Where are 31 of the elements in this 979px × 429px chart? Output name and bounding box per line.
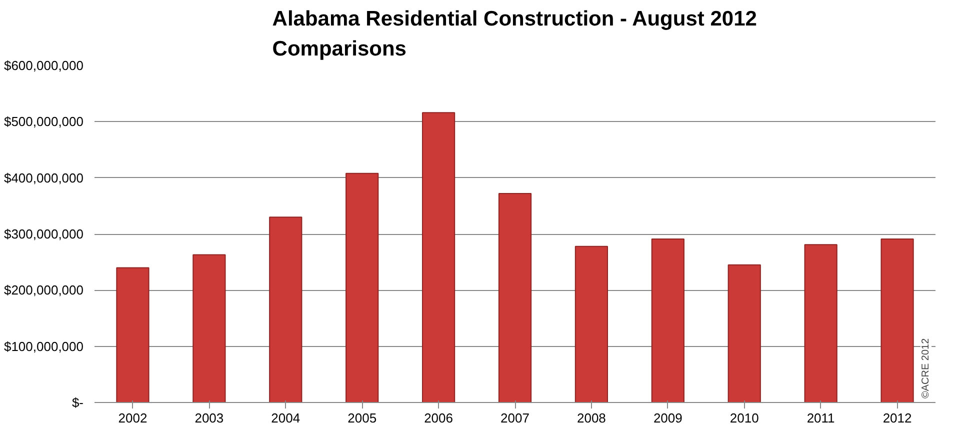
bar <box>880 238 914 402</box>
x-tick-label: 2007 <box>500 410 530 426</box>
bar <box>192 254 226 402</box>
y-tick-label: $500,000,000 <box>4 114 84 130</box>
y-tick-label: $200,000,000 <box>4 282 84 298</box>
x-tick-label: 2012 <box>882 410 912 426</box>
bar <box>804 244 838 402</box>
y-tick-label: $400,000,000 <box>4 170 84 186</box>
y-tick-label: $600,000,000 <box>4 58 84 73</box>
x-tick-label: 2003 <box>194 410 224 426</box>
x-tick-label: 2010 <box>730 410 759 426</box>
bar <box>651 238 684 402</box>
bar <box>422 112 456 402</box>
chart-title: Alabama Residential Construction - August 2012 Comparisons <box>272 8 757 60</box>
x-tick-label: 2005 <box>348 410 377 426</box>
x-tick-label: 2008 <box>576 410 606 426</box>
bar <box>574 246 608 402</box>
bar <box>498 193 532 402</box>
y-tick-label: $- <box>72 395 84 410</box>
y-tick-label: $100,000,000 <box>4 338 84 354</box>
bar <box>269 216 302 402</box>
x-tick-label: 2006 <box>424 410 454 426</box>
annotation: ©ACRE 2012 <box>920 338 932 398</box>
x-tick-label: 2009 <box>653 410 682 426</box>
x-tick-label: 2004 <box>271 410 300 426</box>
bar <box>728 264 761 402</box>
x-tick-label: 2011 <box>806 410 835 426</box>
x-tick-label: 2002 <box>118 410 148 426</box>
y-tick-label: $300,000,000 <box>4 226 84 242</box>
bar <box>346 172 379 402</box>
bar <box>116 267 150 402</box>
